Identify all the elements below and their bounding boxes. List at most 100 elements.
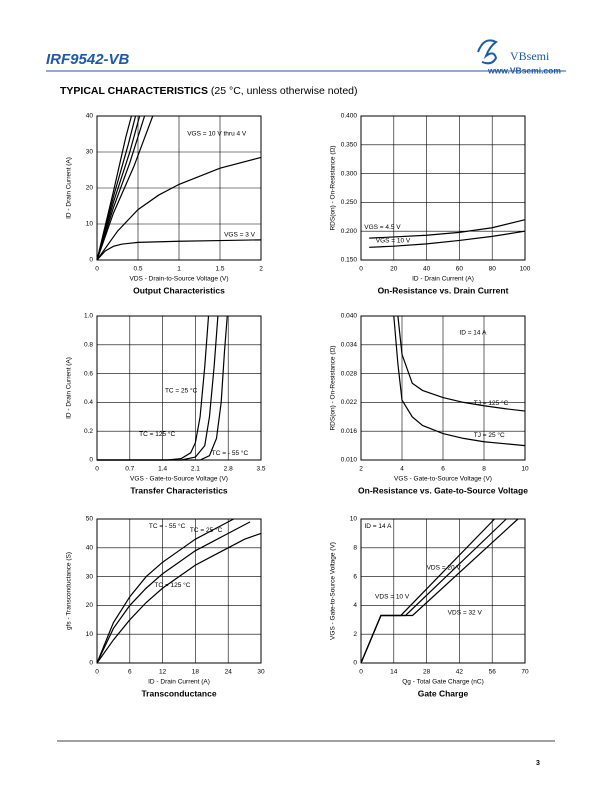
x-tick-label: 28 — [423, 669, 431, 676]
x-tick-label: 0 — [95, 669, 99, 676]
x-axis-label: VGS - Gate-to-Source Voltage (V) — [394, 476, 492, 483]
y-tick-label: 10 — [350, 516, 358, 523]
x-tick-label: 10 — [521, 466, 529, 473]
x-tick-label: 2.8 — [224, 466, 233, 473]
x-tick-label: 2 — [259, 266, 263, 273]
x-tick-label: 6 — [441, 466, 445, 473]
y-tick-label: 0.350 — [341, 142, 358, 149]
x-tick-label: 0 — [359, 669, 363, 676]
y-axis-label: RDS(on) - On-Resistance (Ω) — [330, 345, 337, 430]
x-tick-label: 20 — [390, 266, 398, 273]
x-tick-label: 14 — [390, 669, 398, 676]
page-number: 3 — [536, 760, 540, 767]
curve-label: VDS = 20 V — [427, 565, 462, 572]
x-tick-label: 30 — [257, 669, 265, 676]
y-axis-label: ID - Drain Current (A) — [66, 357, 73, 419]
x-tick-label: 0.7 — [125, 466, 134, 473]
y-tick-label: 0.016 — [341, 428, 358, 435]
x-tick-label: 18 — [192, 669, 200, 676]
x-tick-label: 60 — [456, 266, 464, 273]
y-tick-label: 0.6 — [84, 370, 93, 377]
curve — [97, 315, 228, 461]
x-tick-label: 2 — [359, 466, 363, 473]
plot-frame — [96, 115, 262, 261]
x-tick-label: 80 — [489, 266, 497, 273]
x-tick-label: 0 — [95, 266, 99, 273]
x-tick-label: 100 — [520, 266, 531, 273]
y-tick-label: 0.040 — [341, 313, 358, 320]
x-tick-label: 12 — [159, 669, 167, 676]
y-tick-label: 4 — [353, 602, 357, 609]
curve-label: TC = 125 °C — [139, 430, 175, 438]
x-tick-label: 24 — [225, 669, 233, 676]
x-tick-label: 56 — [489, 669, 497, 676]
section-note: (25 °C, unless otherwise noted) — [211, 85, 358, 97]
curve — [96, 115, 146, 261]
y-axis-label: ID - Drain Current (A) — [66, 157, 73, 219]
chart: 0 6 12 18 24 30 0 10 20 30 40 50 ID - Drain Current … — [66, 516, 265, 699]
annotation: ID = 14 A — [365, 523, 393, 530]
section-title: TYPICAL CHARACTERISTICS — [60, 85, 208, 97]
chart: 2 4 6 8 10 0.010 0.016 0.022 0.028 0.034 0.040 VGS … — [330, 313, 529, 496]
curve-label: VGS = 3 V — [224, 232, 256, 239]
y-tick-label: 0.034 — [341, 342, 358, 349]
y-axis-label: VGS - Gate-to-Source Voltage (V) — [330, 542, 337, 640]
curve — [96, 518, 234, 664]
y-tick-label: 0.4 — [84, 399, 93, 406]
curve — [397, 315, 526, 412]
curve — [96, 115, 137, 261]
curve — [360, 518, 507, 664]
chart-caption: Transconductance — [141, 688, 216, 698]
curve-label: TC = 125 °C — [154, 581, 190, 589]
url: www.VBsemi.com — [487, 65, 561, 75]
curve-label: VGS = 4.5 V — [364, 224, 401, 231]
x-axis-label: ID - Drain Current (A) — [412, 276, 474, 283]
y-tick-label: 0.250 — [341, 199, 358, 206]
x-tick-label: 42 — [456, 669, 464, 676]
y-tick-label: 2 — [353, 631, 357, 638]
logo-text: VBsemi — [510, 49, 550, 63]
x-tick-label: 0 — [359, 266, 363, 273]
x-tick-label: 8 — [482, 466, 486, 473]
plot-frame — [360, 518, 526, 664]
y-tick-label: 8 — [353, 545, 357, 552]
x-tick-label: 1.4 — [158, 466, 167, 473]
y-tick-label: 0.028 — [341, 370, 358, 377]
curve — [96, 532, 262, 664]
section-heading: TYPICAL CHARACTERISTICS (25 °C, unless o… — [60, 85, 358, 97]
curve — [360, 518, 519, 664]
y-tick-label: 10 — [86, 221, 94, 228]
curve-label: VGS = 10 V thru 4 V — [187, 131, 247, 138]
x-tick-label: 3.5 — [256, 466, 265, 473]
y-tick-label: 20 — [86, 602, 94, 609]
curve-label: TJ = 125 °C — [474, 399, 509, 407]
chart-caption: Output Characteristics — [133, 285, 225, 295]
y-tick-label: 50 — [86, 516, 94, 523]
x-tick-label: 2.1 — [191, 466, 200, 473]
chart-caption: Gate Charge — [418, 688, 469, 698]
y-tick-label: 40 — [86, 113, 94, 120]
x-axis-label: VGS - Gate-to-Source Voltage (V) — [130, 476, 228, 483]
plot-frame — [360, 115, 526, 261]
x-axis-label: VDS - Drain-to-Source Voltage (V) — [130, 276, 229, 283]
y-tick-label: 0.150 — [341, 257, 358, 264]
y-tick-label: 0.2 — [84, 428, 93, 435]
x-axis-label: ID - Drain Current (A) — [148, 679, 210, 686]
plot-frame — [360, 315, 526, 461]
plot-frame — [96, 518, 262, 664]
chart: 0 0.7 1.4 2.1 2.8 3.5 0 0.2 0.4 0.6 0.8 1.0 VGS - Ga… — [66, 313, 266, 496]
curve — [97, 315, 219, 461]
curve-label: TC = - 55 °C — [149, 522, 186, 530]
x-tick-label: 40 — [423, 266, 431, 273]
chart-caption: On-Resistance vs. Drain Current — [378, 285, 509, 295]
y-tick-label: 0.022 — [341, 399, 358, 406]
y-tick-label: 0.300 — [341, 170, 358, 177]
x-tick-label: 6 — [128, 669, 132, 676]
doc-title: IRF9542-VB — [46, 51, 130, 68]
x-tick-label: 0.5 — [133, 266, 142, 273]
x-tick-label: 0 — [95, 466, 99, 473]
